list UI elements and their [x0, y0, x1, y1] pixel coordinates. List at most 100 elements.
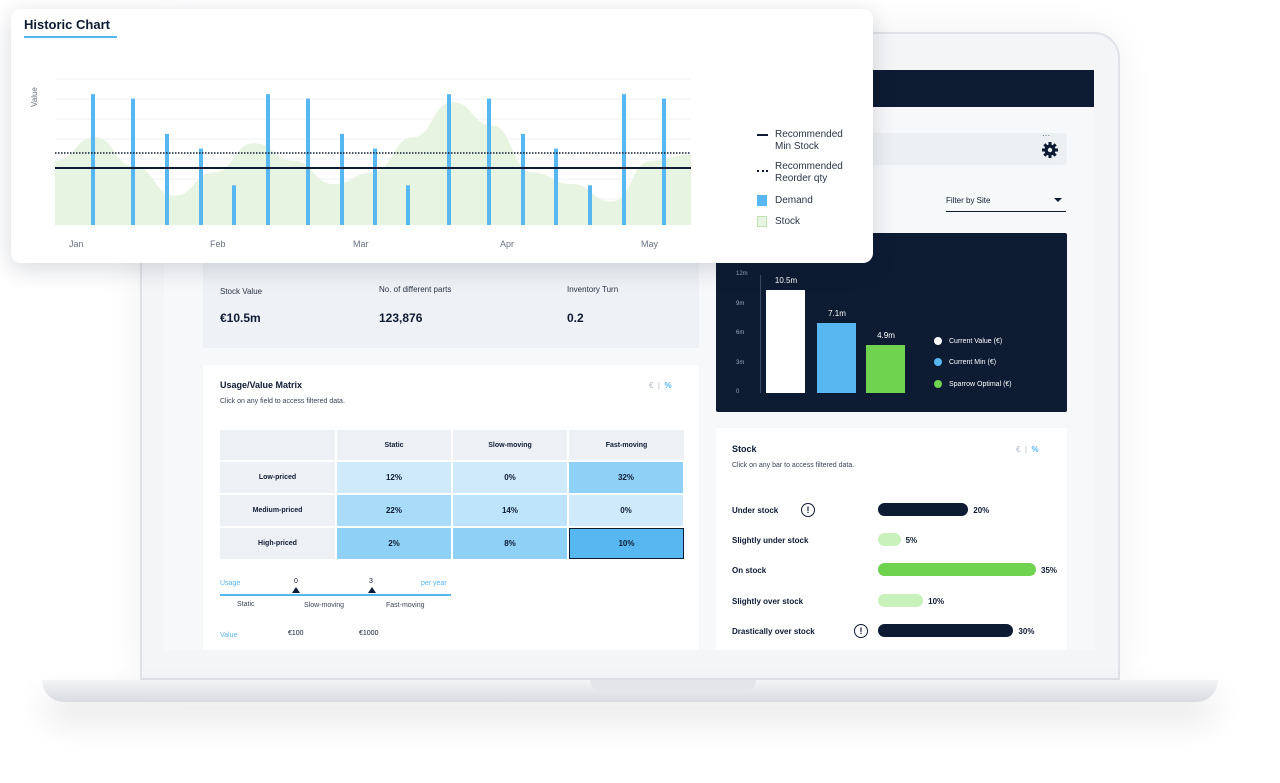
matrix-cell[interactable]: 8% — [453, 528, 567, 559]
demand-bar[interactable] — [340, 133, 344, 225]
unit-euro-option[interactable]: € — [649, 381, 654, 390]
stock-row-label: On stock — [732, 566, 767, 575]
legend-dot-sparrow-optimal — [934, 380, 942, 388]
usage-marker-0 — [292, 587, 300, 593]
matrix-cell[interactable]: 0% — [569, 495, 683, 526]
stock-row-label: Drastically over stock — [732, 627, 815, 636]
demand-bar[interactable] — [588, 185, 592, 225]
laptop-base — [42, 680, 1218, 702]
demand-bar[interactable] — [306, 98, 310, 225]
value-tick-100: €100 — [288, 630, 304, 637]
legend-stock-swatch — [757, 216, 767, 227]
demand-bar[interactable] — [131, 98, 135, 225]
stock-bar-percent: 5% — [905, 536, 918, 545]
stock-bar[interactable] — [878, 503, 969, 516]
matrix-cell[interactable]: 2% — [337, 528, 451, 559]
demand-bar[interactable] — [487, 98, 491, 225]
demand-bar[interactable] — [232, 185, 236, 225]
matrix-cell[interactable]: 0% — [453, 462, 567, 493]
matrix-row-low-priced: Low-priced — [220, 462, 335, 493]
filter-by-site-select[interactable]: Filter by Site — [946, 192, 1066, 212]
value-chart-axis — [760, 275, 761, 393]
unit-euro-option[interactable]: € — [1016, 445, 1021, 454]
value-chart-y-tick: 12m — [736, 271, 748, 277]
matrix-cell-selected[interactable]: 10% — [569, 528, 684, 559]
unit-percent-option[interactable]: % — [664, 381, 672, 390]
demand-bar[interactable] — [266, 94, 270, 225]
demand-bar[interactable] — [622, 94, 626, 225]
stock-bar-percent: 10% — [928, 597, 945, 606]
stock-bar[interactable] — [878, 594, 924, 607]
stock-bar-percent: 35% — [1041, 566, 1058, 575]
matrix-cell[interactable]: 12% — [337, 462, 451, 493]
demand-bar[interactable] — [521, 133, 525, 225]
legend-reorder-label: Recommended Reorder qty — [775, 161, 843, 185]
laptop-notch — [590, 680, 756, 692]
warning-icon[interactable]: ! — [854, 624, 868, 638]
matrix-cell[interactable]: 32% — [569, 462, 683, 493]
matrix-unit-toggle[interactable]: € | % — [649, 381, 672, 390]
more-options-dots[interactable]: ... — [1042, 128, 1051, 139]
header-search-bar[interactable] — [864, 133, 1067, 165]
value-chart-y-tick: 0 — [736, 389, 740, 395]
kpi-stock-value-label: Stock Value — [220, 287, 263, 296]
kpi-parts-label: No. of different parts — [379, 285, 452, 294]
value-chart-bar-label: 10.5m — [774, 275, 798, 285]
legend-stock-label: Stock — [775, 216, 801, 227]
kpi-summary-card: Stock Value €10.5m No. of different part… — [203, 263, 699, 348]
demand-bar[interactable] — [91, 94, 95, 225]
stock-unit-toggle[interactable]: € | % — [1016, 445, 1039, 454]
matrix-col-slow-moving: Slow-moving — [453, 430, 567, 460]
matrix-cell[interactable]: 14% — [453, 495, 567, 526]
legend-label-sparrow-optimal: Sparrow Optimal (€) — [949, 380, 1012, 388]
legend-demand-swatch — [757, 195, 767, 206]
month-tick-label: Jan — [69, 239, 84, 249]
demand-bar[interactable] — [373, 148, 377, 225]
stock-row-label: Slightly under stock — [732, 536, 809, 545]
stock-bar[interactable] — [878, 533, 901, 546]
legend-reorder-line1: Recommended — [775, 161, 843, 172]
kpi-parts-value: 123,876 — [379, 311, 423, 325]
demand-bar[interactable] — [554, 148, 558, 225]
stock-bar[interactable] — [878, 563, 1036, 576]
demand-bar[interactable] — [662, 98, 666, 225]
legend-sparrow-optimal: Sparrow Optimal (€) — [934, 380, 1012, 388]
demand-bar[interactable] — [447, 94, 451, 225]
kpi-inventory-turn-label: Inventory Turn — [567, 285, 619, 294]
value-chart-bar[interactable] — [866, 344, 905, 393]
value-chart-bar[interactable] — [817, 323, 856, 393]
historic-chart-plot — [55, 78, 691, 225]
value-chart-y-tick: 9m — [736, 300, 745, 307]
historic-chart-title: Historic Chart — [24, 17, 110, 32]
usage-class-slow: Slow-moving — [304, 602, 345, 609]
stock-bar[interactable] — [878, 624, 1014, 637]
demand-bar[interactable] — [199, 148, 203, 225]
legend-demand-label: Demand — [775, 195, 813, 206]
value-chart-y-tick: 6m — [736, 330, 745, 336]
demand-bar[interactable] — [406, 185, 410, 225]
demand-bar[interactable] — [165, 133, 169, 225]
value-chart-bar-label: 4.9m — [877, 330, 895, 340]
unit-percent-option[interactable]: % — [1031, 445, 1039, 454]
value-chart-bar[interactable] — [766, 289, 805, 393]
gear-icon[interactable] — [1040, 140, 1060, 160]
stock-row-label: Under stock — [732, 506, 779, 515]
month-tick-label: Feb — [210, 239, 226, 249]
title-underline — [24, 36, 117, 38]
matrix-cell[interactable]: 22% — [337, 495, 451, 526]
chevron-down-icon — [1054, 198, 1062, 202]
legend-dot-current-value — [934, 337, 942, 345]
historic-y-axis-label: Value — [30, 87, 39, 107]
stock-row-label: Slightly over stock — [732, 597, 804, 606]
usage-per-year: per year — [421, 580, 447, 587]
value-chart-bar-label: 7.1m — [828, 309, 846, 319]
stock-bar-percent: 30% — [1018, 627, 1035, 636]
value-scale-label: Value — [220, 632, 238, 639]
legend-current-value: Current Value (€) — [934, 337, 1002, 345]
legend-min-stock-line2: Min Stock — [775, 141, 819, 152]
value-chart-y-tick: 3m — [736, 359, 745, 366]
kpi-stock-value: €10.5m — [220, 311, 261, 325]
unit-separator: | — [657, 381, 660, 390]
warning-icon[interactable]: ! — [801, 503, 815, 517]
legend-label-current-value: Current Value (€) — [949, 337, 1003, 345]
